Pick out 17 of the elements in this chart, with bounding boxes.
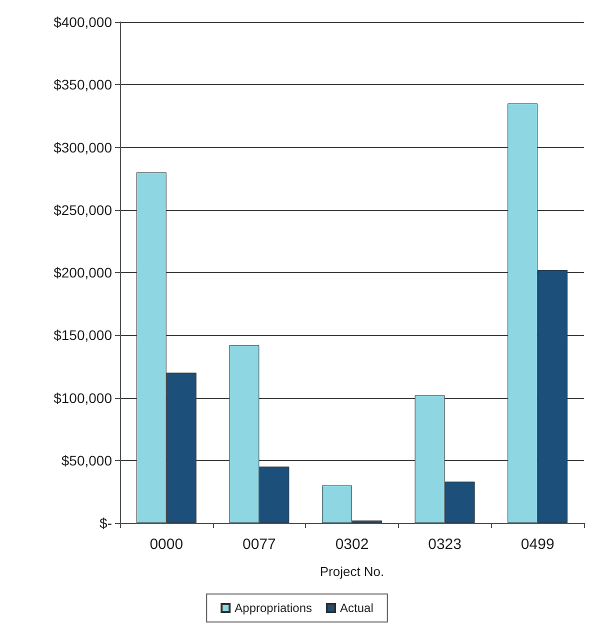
legend-label: Actual (340, 601, 374, 615)
x-tick-label: 0000 (150, 536, 184, 553)
x-tick-label: 0323 (428, 536, 462, 553)
y-tick-label: $150,000 (54, 327, 112, 344)
y-tick-label: $350,000 (54, 76, 112, 93)
x-axis-title: Project No. (320, 564, 384, 579)
x-tick-label: 0077 (242, 536, 276, 553)
y-tick-label: $400,000 (54, 14, 112, 30)
y-tick-label: $200,000 (54, 264, 112, 280)
x-tick-label: 0302 (335, 536, 369, 553)
y-tick-label: $100,000 (54, 390, 112, 406)
x-tick-label: 0499 (520, 536, 554, 553)
y-tick-label: $- (100, 515, 112, 531)
y-tick-label: $250,000 (54, 202, 112, 218)
y-tick-label: $50,000 (61, 452, 112, 468)
y-tick-label: $300,000 (54, 139, 112, 156)
legend-label: Appropriations (234, 601, 312, 615)
